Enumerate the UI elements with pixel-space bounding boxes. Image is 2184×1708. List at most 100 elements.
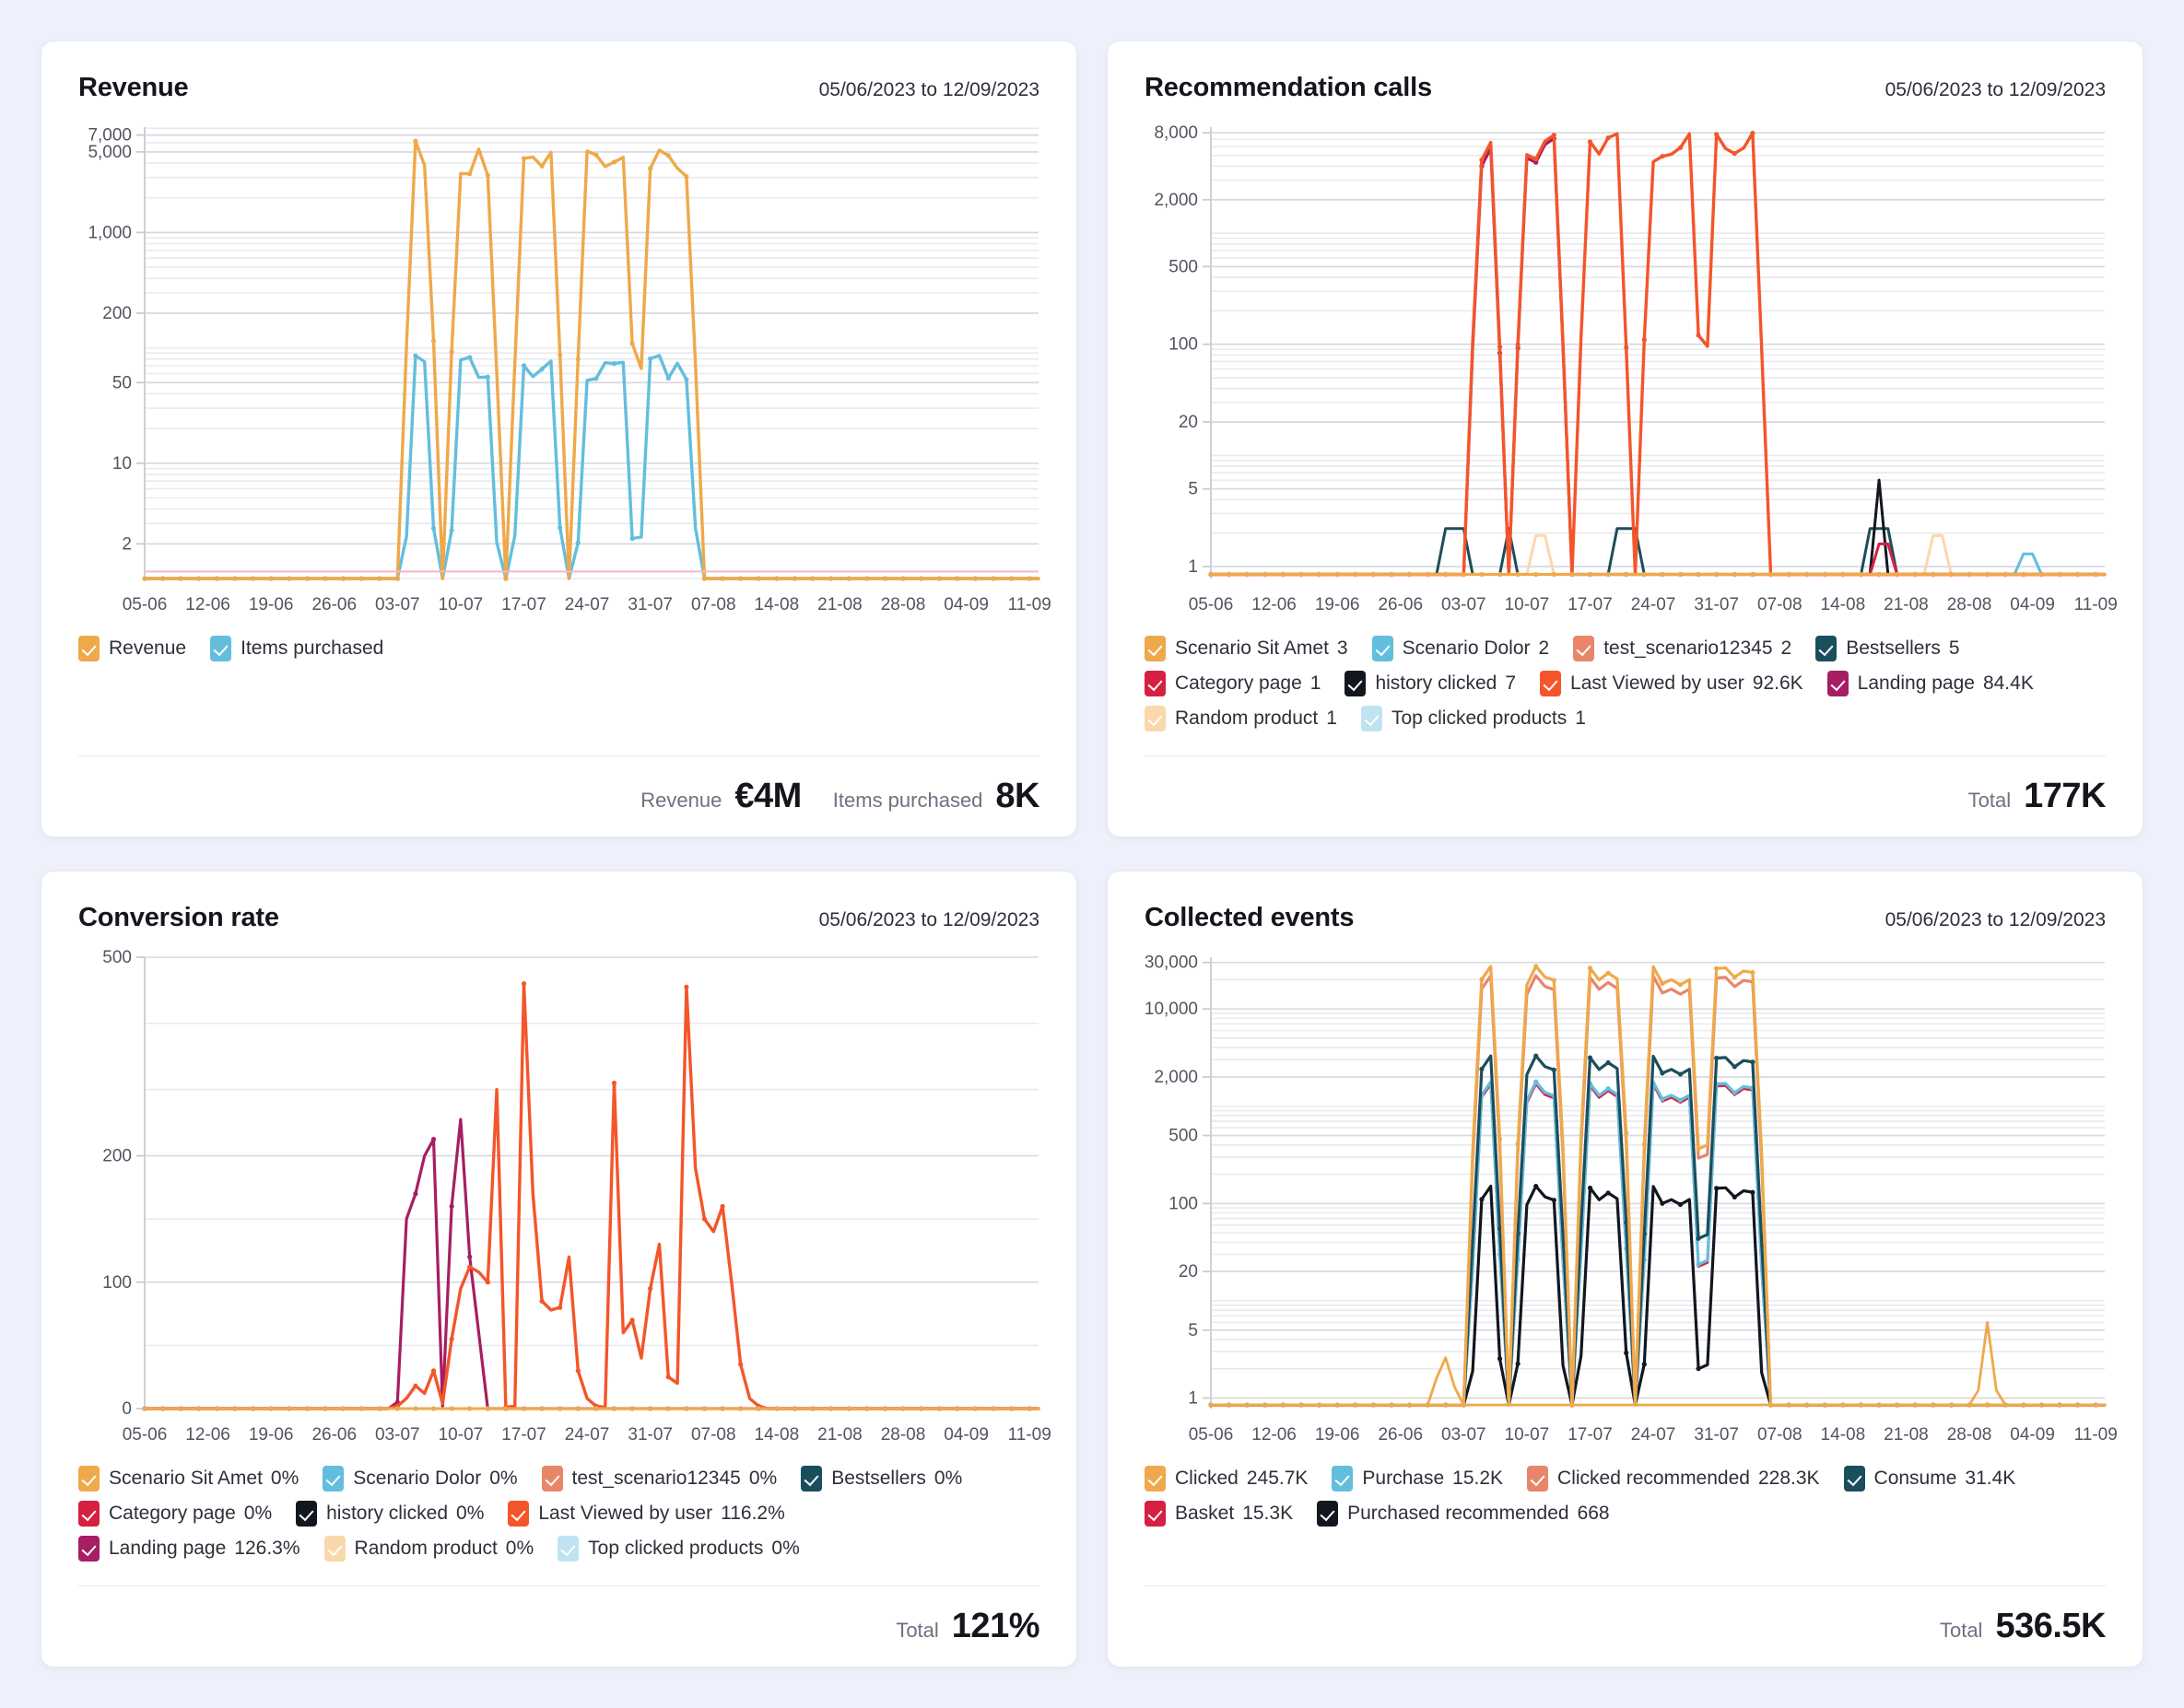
legend-item[interactable]: Bestsellers 0% [801, 1466, 962, 1492]
svg-text:07-08: 07-08 [1757, 595, 1802, 614]
recommendation-calls-chart-svg[interactable]: 1 5 20 100 500 2,000 8,000 05-06 12-06 19-06 26-06… [1145, 111, 2121, 626]
legend-value: 15.3K [1242, 1503, 1294, 1524]
svg-text:24-07: 24-07 [1631, 1425, 1676, 1445]
legend-item[interactable]: Scenario Sit Amet 0% [78, 1466, 299, 1492]
legend-checkbox-icon[interactable] [78, 636, 100, 661]
legend-checkbox-icon[interactable] [1540, 671, 1562, 696]
card-header: Revenue 05/06/2023 to 12/09/2023 [78, 73, 1039, 103]
legend-label: Category page [1175, 673, 1302, 694]
legend-checkbox-icon[interactable] [1145, 706, 1166, 731]
legend-checkbox-icon[interactable] [541, 1466, 563, 1492]
legend-checkbox-icon[interactable] [1371, 636, 1393, 661]
conversion-rate-chart[interactable]: 0 100 200 500 05-06 12-06 19-06 26-06 03-07 10-07… [78, 941, 1051, 1456]
legend-checkbox-icon[interactable] [1332, 1466, 1354, 1492]
legend-checkbox-icon[interactable] [1826, 671, 1849, 696]
legend-checkbox-icon[interactable] [323, 1466, 345, 1492]
recommendation-calls-chart[interactable]: 1 5 20 100 500 2,000 8,000 05-06 12-06 19-06 26-06… [1145, 111, 2117, 626]
legend-item[interactable]: Basket 15.3K [1145, 1501, 1293, 1527]
legend-checkbox-icon[interactable] [78, 1501, 100, 1527]
legend-item[interactable]: Landing page 84.4K [1826, 671, 2034, 696]
legend-checkbox-icon[interactable] [78, 1536, 100, 1562]
legend-checkbox-icon[interactable] [801, 1466, 823, 1492]
legend-checkbox-icon[interactable] [1145, 671, 1166, 696]
collected-events-chart-svg[interactable]: 1 5 20 100 500 2,000 10,000 30,000 05-06 12-06 19-… [1145, 941, 2121, 1456]
legend-checkbox-icon[interactable] [1344, 671, 1367, 696]
stat-label: Total [1939, 1619, 1983, 1642]
legend-value: 1 [1326, 708, 1337, 729]
revenue-legend[interactable]: Revenue Items purchased [78, 636, 1039, 661]
legend-item[interactable]: Category page 0% [78, 1501, 272, 1527]
legend-item[interactable]: Consume 31.4K [1843, 1466, 2015, 1492]
legend-item[interactable]: Scenario Dolor 0% [323, 1466, 518, 1492]
svg-text:28-08: 28-08 [1947, 1425, 1992, 1445]
svg-text:0: 0 [122, 1399, 132, 1419]
legend-checkbox-icon[interactable] [508, 1501, 530, 1527]
legend-checkbox-icon[interactable] [1573, 636, 1595, 661]
svg-text:1,000: 1,000 [88, 223, 132, 242]
legend-item[interactable]: test_scenario12345 0% [541, 1466, 777, 1492]
legend-checkbox-icon[interactable] [1145, 636, 1166, 661]
legend-checkbox-icon[interactable] [1317, 1501, 1339, 1527]
svg-text:31-07: 31-07 [628, 595, 673, 614]
legend-item[interactable]: test_scenario12345 2 [1573, 636, 1791, 661]
svg-text:31-07: 31-07 [628, 1425, 673, 1445]
legend-item[interactable]: Bestsellers 5 [1815, 636, 1960, 661]
legend-item[interactable]: Clicked 245.7K [1145, 1466, 1308, 1492]
stat-label: Revenue [640, 789, 722, 812]
svg-text:14-08: 14-08 [1821, 595, 1866, 614]
legend-item[interactable]: Last Viewed by user 92.6K [1540, 671, 1803, 696]
legend-checkbox-icon[interactable] [1145, 1466, 1166, 1492]
collected-events-chart[interactable]: 1 5 20 100 500 2,000 10,000 30,000 05-06 12-06 19-… [1145, 941, 2118, 1456]
legend-checkbox-icon[interactable] [1527, 1466, 1549, 1492]
legend-value: 2 [1780, 638, 1792, 659]
svg-text:21-08: 21-08 [817, 595, 863, 614]
legend-item[interactable]: Random product 1 [1145, 706, 1337, 731]
legend-checkbox-icon[interactable] [210, 636, 232, 661]
legend-label: Consume [1873, 1468, 1957, 1489]
legend-item[interactable]: Purchased recommended 668 [1317, 1501, 1610, 1527]
conversion-rate-chart-svg[interactable]: 0 100 200 500 05-06 12-06 19-06 26-06 03-07 10-07… [78, 941, 1055, 1456]
legend-checkbox-icon[interactable] [1843, 1466, 1865, 1492]
legend-item[interactable]: Random product 0% [323, 1536, 534, 1562]
recommendation-calls-legend[interactable]: Scenario Sit Amet 3 Scenario Dolor 2 test_sc… [1145, 636, 2106, 731]
svg-text:07-08: 07-08 [1757, 1425, 1802, 1445]
revenue-chart[interactable]: 2 10 50 200 1,000 5,000 7,000 05-06 12-06 19-06 26… [78, 111, 1051, 626]
legend-checkbox-icon[interactable] [1145, 1501, 1166, 1527]
legend-item[interactable]: Scenario Sit Amet 3 [1145, 636, 1348, 661]
legend-item[interactable]: Last Viewed by user 116.2% [508, 1501, 785, 1527]
legend-checkbox-icon[interactable] [323, 1536, 346, 1562]
svg-text:24-07: 24-07 [565, 1425, 610, 1445]
legend-item[interactable]: Landing page 126.3% [78, 1536, 300, 1562]
conversion-rate-legend[interactable]: Scenario Sit Amet 0% Scenario Dolor 0% test_… [78, 1466, 1039, 1562]
svg-text:12-06: 12-06 [1251, 1425, 1297, 1445]
legend-checkbox-icon[interactable] [296, 1501, 318, 1527]
svg-text:28-08: 28-08 [881, 1425, 926, 1445]
stat-label: Total [1967, 789, 2012, 812]
collected-events-legend[interactable]: Clicked 245.7K Purchase 15.2K Clicked recomm… [1145, 1466, 2106, 1527]
legend-checkbox-icon[interactable] [78, 1466, 100, 1492]
legend-item[interactable]: Category page 1 [1145, 671, 1321, 696]
svg-text:11-09: 11-09 [2074, 1425, 2118, 1445]
legend-label: Landing page [109, 1538, 227, 1559]
legend-item[interactable]: Purchase 15.2K [1332, 1466, 1503, 1492]
legend-item[interactable]: Top clicked products 1 [1360, 706, 1586, 731]
legend-item[interactable]: Items purchased [210, 636, 383, 661]
svg-text:21-08: 21-08 [817, 1425, 863, 1445]
legend-item[interactable]: Top clicked products 0% [558, 1536, 800, 1562]
legend-item[interactable]: Revenue [78, 636, 186, 661]
svg-text:11-09: 11-09 [1008, 1425, 1051, 1445]
svg-text:28-08: 28-08 [881, 595, 926, 614]
svg-text:2,000: 2,000 [1154, 1068, 1198, 1087]
legend-label: Landing page [1857, 673, 1975, 694]
legend-checkbox-icon[interactable] [1815, 636, 1838, 661]
legend-item[interactable]: Scenario Dolor 2 [1371, 636, 1549, 661]
legend-item[interactable]: Clicked recommended 228.3K [1527, 1466, 1820, 1492]
legend-item[interactable]: history clicked 7 [1344, 671, 1516, 696]
legend-checkbox-icon[interactable] [558, 1536, 580, 1562]
legend-value: 668 [1577, 1503, 1610, 1524]
legend-item[interactable]: history clicked 0% [296, 1501, 484, 1527]
legend-checkbox-icon[interactable] [1360, 706, 1382, 731]
date-range-label: 05/06/2023 to 12/09/2023 [1885, 79, 2106, 100]
